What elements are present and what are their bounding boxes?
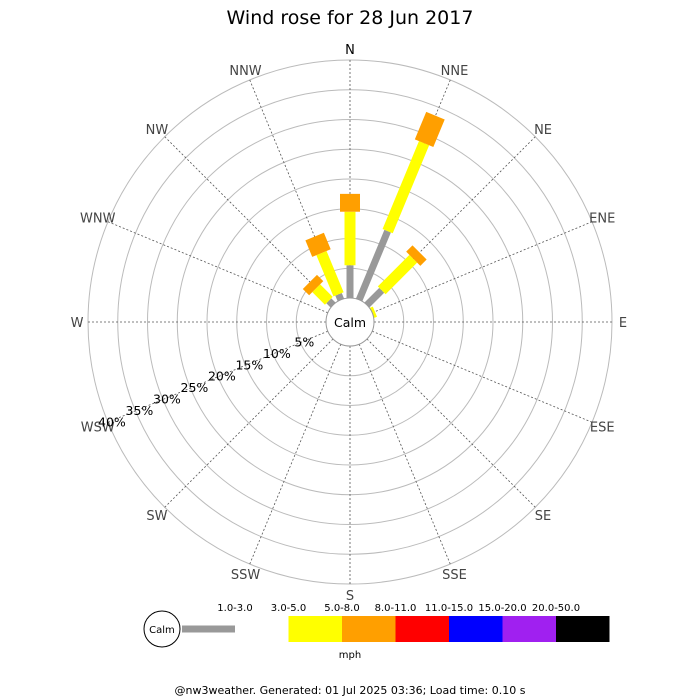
legend-label-8-0-11-0: 8.0-11.0: [375, 603, 417, 614]
direction-label-ene: ENE: [589, 212, 615, 227]
direction-labels: N NNE NE ENE E ESE SE SSE S SSW SW WSW W WNW NW NNW: [71, 43, 628, 604]
bar-nw-1-0-3-0: [326, 298, 336, 308]
ring-30: [147, 119, 553, 525]
legend-label-11-0-15-0: 11.0-15.0: [425, 603, 473, 614]
ring-20: [206, 178, 494, 466]
bar-ne-1-0-3-0: [364, 287, 385, 308]
direction-label-wsw: WSW: [81, 420, 115, 435]
ring-label-40: 40%: [98, 414, 126, 429]
direction-label-wnw: WNW: [80, 212, 116, 227]
bar-n-3-0-5-0: [344, 211, 356, 266]
footer-text: @nw3weather. Generated: 01 Jul 2025 03:3…: [175, 684, 526, 697]
bar-n-5-0-8-0: [340, 193, 360, 212]
legend-swatch-11-0-15-0: [449, 616, 503, 642]
calm-circle: Calm: [325, 297, 375, 347]
legend-items: 1.0-3.0 3.0-5.0 5.0-8.0 8.0-11.0 11.0-15.0 15…: [217, 603, 610, 642]
direction-label-ne: NE: [534, 123, 552, 138]
ring-labels: 5%10%15%20%25%30%35%40%: [98, 335, 314, 430]
direction-label-sw: SW: [146, 509, 167, 524]
legend-swatch-3-0-5-0: [288, 616, 342, 642]
direction-label-nw: NW: [146, 123, 169, 138]
direction-label-ese: ESE: [590, 420, 615, 435]
direction-label-ssw: SSW: [231, 568, 261, 583]
direction-label-w: W: [71, 316, 84, 331]
bar-ne-5-0-8-0: [406, 245, 427, 266]
ring-label-5: 5%: [294, 335, 314, 350]
direction-label-nnw: NNW: [229, 64, 261, 79]
legend-swatch-15-0-20-0: [502, 616, 556, 642]
legend-swatch-20-0-50-0: [556, 616, 610, 642]
direction-label-s: S: [346, 589, 354, 604]
legend-unit: mph: [339, 650, 361, 661]
speed-legend: Calm 1.0-3.0 3.0-5.0 5.0-8.0 8.0-11.0 11.0-1…: [143, 603, 610, 661]
direction-label-e: E: [619, 316, 627, 331]
legend-swatch-8-0-11-0: [395, 616, 449, 642]
legend-label-5-0-8-0: 5.0-8.0: [324, 603, 359, 614]
legend-label-1-0-3-0: 1.0-3.0: [217, 603, 252, 614]
wind-bars: [302, 111, 445, 318]
bar-nw-3-0-5-0: [312, 284, 333, 305]
direction-label-se: SE: [535, 509, 551, 524]
bar-nw-5-0-8-0: [302, 274, 324, 296]
bar-nnw-5-0-8-0: [305, 232, 331, 257]
chart-title: Wind rose for 28 Jun 2017: [227, 7, 474, 29]
legend-swatch-5-0-8-0: [342, 616, 396, 642]
ring-label-35: 35%: [126, 403, 154, 418]
bar-n-1-0-3-0: [346, 265, 354, 298]
ring-label-15: 15%: [235, 357, 263, 372]
legend-label-20-0-50-0: 20.0-50.0: [532, 603, 580, 614]
bar-ne-3-0-5-0: [377, 254, 418, 295]
direction-label-n: N: [345, 43, 355, 58]
bar-nnw-3-0-5-0: [316, 250, 344, 297]
ring-label-30: 30%: [153, 391, 181, 406]
direction-label-sse: SSE: [442, 568, 467, 583]
ring-label-10: 10%: [263, 346, 291, 361]
direction-label-nne: NNE: [441, 64, 469, 79]
bar-nne-3-0-5-0: [382, 141, 430, 234]
calm-label: Calm: [334, 315, 366, 330]
legend-calm-label: Calm: [149, 625, 175, 636]
bar-nne-5-0-8-0: [414, 111, 445, 147]
ring-label-20: 20%: [208, 369, 236, 384]
bar-nne-1-0-3-0: [355, 229, 391, 302]
ring-label-25: 25%: [181, 380, 209, 395]
legend-label-3-0-5-0: 3.0-5.0: [271, 603, 306, 614]
legend-calm-circle: [143, 610, 181, 648]
legend-label-15-0-20-0: 15.0-20.0: [478, 603, 526, 614]
bar-ene-3-0-5-0: [370, 306, 378, 318]
